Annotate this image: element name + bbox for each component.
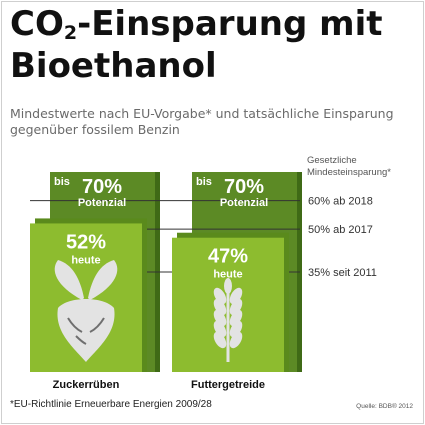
data-label-value: 70% — [224, 176, 264, 198]
beet-icon — [88, 260, 118, 300]
wheat-icon — [229, 331, 243, 349]
category-label: Zuckerrüben — [53, 379, 120, 391]
beet-icon — [57, 299, 115, 362]
wheat-icon — [213, 331, 227, 349]
data-label-prefix: bis — [54, 176, 70, 188]
reference-line-label: 60% ab 2018 — [308, 196, 373, 208]
data-label-value: 70% — [82, 176, 122, 198]
reference-title: Gesetzliche — [307, 155, 357, 166]
beet-icon — [67, 317, 105, 345]
data-label-value: 52% — [66, 231, 106, 253]
footnote: *EU-Richtlinie Erneuerbare Energien 2009… — [10, 399, 212, 410]
beet-icon — [54, 260, 84, 300]
category-label: Futtergetreide — [191, 379, 265, 391]
reference-line-label: 50% ab 2017 — [308, 224, 373, 236]
data-label-prefix: bis — [196, 176, 212, 188]
source-credit: Quelle: BDB® 2012 — [356, 403, 413, 410]
page-title: CO2-Einsparung mit Bioethanol — [10, 4, 383, 86]
data-label-caption: Potenzial — [220, 197, 268, 209]
reference-title: Mindesteinsparung* — [307, 167, 391, 178]
data-label-caption: heute — [71, 254, 100, 266]
data-label-value: 47% — [208, 246, 248, 268]
chart-subtitle: Mindestwerte nach EU-Vorgabe* und tatsäc… — [10, 106, 394, 137]
wheat-icon — [224, 278, 232, 294]
data-label-caption: heute — [213, 269, 242, 281]
data-label-caption: Potenzial — [78, 197, 126, 209]
reference-line-label: 35% seit 2011 — [308, 267, 377, 279]
